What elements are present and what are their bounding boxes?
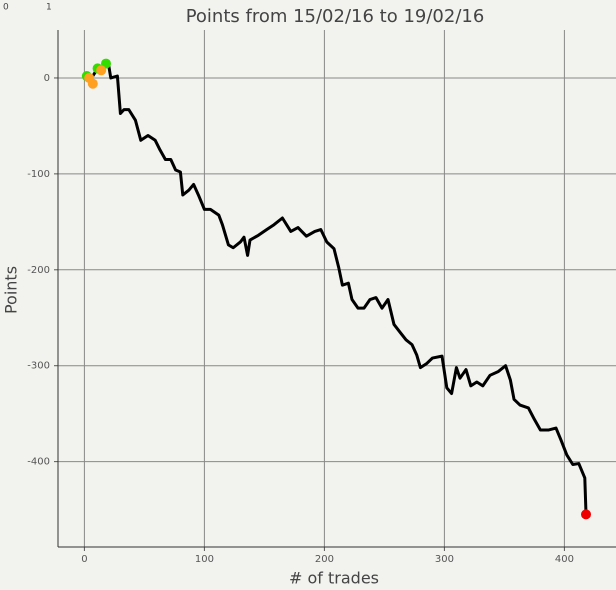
y-tick-label: -100: [27, 169, 50, 180]
data-point: [96, 65, 107, 76]
y-tick-label: 0: [44, 73, 50, 84]
y-tick-label: -400: [27, 457, 50, 468]
data-line: [83, 62, 588, 514]
x-axis-label: # of trades: [289, 569, 379, 588]
x-tick-label: 300: [435, 554, 454, 565]
x-tick-label: 0: [81, 554, 87, 565]
chart-title: Points from 15/02/16 to 19/02/16: [186, 6, 485, 27]
data-point: [581, 509, 591, 520]
data-point: [87, 78, 98, 89]
x-tick-label: 100: [195, 554, 214, 565]
ruler-label: 0: [3, 3, 9, 13]
y-tick-label: -300: [27, 361, 50, 372]
y-tick-label: -200: [27, 265, 50, 276]
x-tick-label: 400: [555, 554, 574, 565]
x-tick-label: 200: [315, 554, 334, 565]
y-axis-label: Points: [2, 266, 21, 314]
ruler-label: 1: [46, 3, 52, 13]
